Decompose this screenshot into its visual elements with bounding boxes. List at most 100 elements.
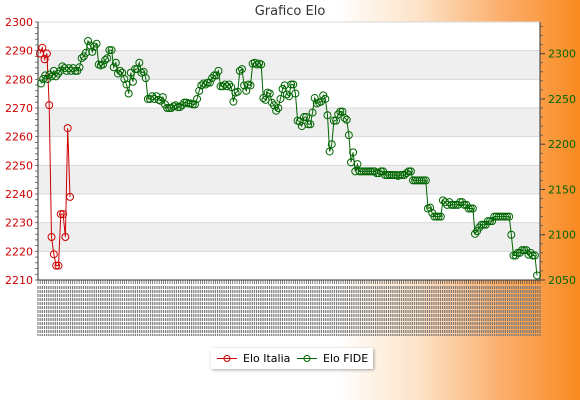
- data-point-elo-fide: [92, 39, 101, 48]
- data-point-elo-fide: [167, 104, 176, 112]
- data-point-elo-fide: [107, 46, 116, 55]
- data-point-elo-fide: [464, 204, 473, 213]
- data-point-elo-fide: [120, 75, 129, 84]
- data-point-elo-fide: [524, 250, 533, 259]
- data-point-elo-fide: [265, 89, 274, 98]
- data-point-elo-fide: [205, 78, 214, 87]
- data-point-elo-fide: [148, 92, 157, 101]
- data-point-elo-italia: [38, 43, 47, 52]
- data-point-elo-fide: [415, 176, 424, 185]
- left-tick-label: 2250: [5, 159, 33, 172]
- data-point-elo-italia: [52, 261, 61, 270]
- data-point-elo-italia: [66, 192, 74, 201]
- data-point-elo-fide: [237, 65, 246, 74]
- data-point-elo-fide: [51, 72, 60, 81]
- data-point-elo-fide: [188, 100, 197, 109]
- data-point-elo-fide: [528, 251, 537, 260]
- data-point-elo-fide: [359, 167, 368, 176]
- data-point-elo-fide: [109, 63, 118, 72]
- data-point-elo-fide: [526, 248, 535, 257]
- data-point-elo-fide: [530, 251, 539, 260]
- data-point-elo-fide: [498, 212, 507, 221]
- data-point-elo-fide: [533, 271, 541, 280]
- data-point-elo-fide: [321, 94, 330, 103]
- data-point-elo-fide: [75, 63, 84, 72]
- data-point-elo-fide: [99, 60, 107, 69]
- data-point-elo-fide: [267, 98, 276, 107]
- data-point-elo-fide: [402, 169, 411, 178]
- data-point-elo-fide: [280, 81, 289, 90]
- data-point-elo-fide: [54, 69, 63, 78]
- data-point-elo-fide: [468, 204, 477, 213]
- data-point-elo-fide: [289, 80, 298, 89]
- data-point-elo-fide: [385, 170, 394, 179]
- data-point-elo-fide: [357, 167, 366, 176]
- data-point-elo-fide: [398, 170, 407, 179]
- data-point-elo-fide: [195, 86, 204, 95]
- left-tick-label: 2290: [5, 45, 33, 58]
- data-point-elo-fide: [453, 200, 462, 209]
- data-point-elo-italia: [47, 233, 56, 241]
- legend-marker-elo-fide: [297, 355, 317, 362]
- data-point-elo-fide: [496, 212, 505, 221]
- data-point-elo-fide: [355, 167, 364, 176]
- data-point-elo-fide: [180, 98, 189, 107]
- data-point-elo-fide: [406, 167, 415, 176]
- data-point-elo-fide: [349, 148, 358, 157]
- left-tick-label: 2220: [5, 245, 33, 258]
- data-point-elo-fide: [334, 110, 343, 119]
- data-point-elo-fide: [436, 212, 445, 221]
- data-point-elo-fide: [430, 212, 439, 221]
- data-point-elo-fide: [503, 212, 512, 221]
- data-point-elo-italia: [61, 233, 70, 241]
- data-point-elo-fide: [56, 66, 65, 75]
- data-point-elo-fide: [361, 167, 370, 176]
- data-point-elo-fide: [225, 80, 234, 89]
- left-tick-label: 2210: [5, 274, 33, 287]
- data-point-elo-fide: [404, 167, 413, 176]
- data-point-elo-fide: [299, 113, 308, 122]
- data-point-elo-fide: [246, 81, 255, 90]
- data-point-elo-fide: [212, 71, 221, 80]
- data-point-elo-fide: [492, 212, 501, 221]
- data-point-elo-fide: [184, 99, 193, 108]
- data-point-elo-fide: [291, 89, 300, 98]
- data-point-elo-fide: [308, 108, 317, 117]
- data-point-elo-fide: [389, 170, 398, 179]
- data-point-elo-fide: [282, 90, 291, 99]
- data-point-elo-fide: [124, 89, 133, 98]
- data-point-elo-fide: [364, 167, 373, 176]
- data-point-elo-fide: [190, 100, 199, 109]
- data-point-elo-fide: [447, 200, 456, 209]
- right-tick-label: 2200: [548, 138, 576, 151]
- data-point-elo-fide: [511, 251, 520, 260]
- data-point-elo-fide: [323, 111, 332, 120]
- left-tick-label: 2230: [5, 217, 33, 230]
- data-point-elo-fide: [240, 81, 249, 90]
- data-point-elo-italia: [56, 210, 65, 219]
- data-point-elo-fide: [443, 200, 452, 209]
- data-point-elo-fide: [342, 115, 351, 124]
- data-point-elo-fide: [210, 71, 219, 80]
- data-point-elo-fide: [111, 58, 120, 67]
- right-tick-label: 2250: [548, 93, 576, 106]
- data-point-elo-fide: [329, 116, 338, 125]
- data-point-elo-fide: [69, 64, 78, 73]
- data-point-elo-fide: [471, 229, 479, 238]
- data-point-elo-fide: [325, 147, 334, 156]
- data-point-elo-fide: [84, 37, 93, 46]
- data-point-elo-fide: [175, 103, 184, 112]
- data-point-elo-fide: [229, 97, 238, 106]
- data-point-elo-italia: [63, 124, 72, 133]
- data-point-elo-fide: [116, 66, 125, 75]
- data-point-elo-fide: [336, 107, 345, 116]
- data-point-elo-fide: [351, 167, 360, 176]
- data-point-elo-fide: [411, 176, 420, 185]
- data-point-elo-fide: [304, 120, 313, 129]
- data-point-elo-fide: [421, 176, 430, 185]
- grid-band: [38, 165, 540, 194]
- legend: Elo Italia Elo FIDE: [211, 348, 373, 369]
- data-point-elo-fide: [77, 54, 86, 63]
